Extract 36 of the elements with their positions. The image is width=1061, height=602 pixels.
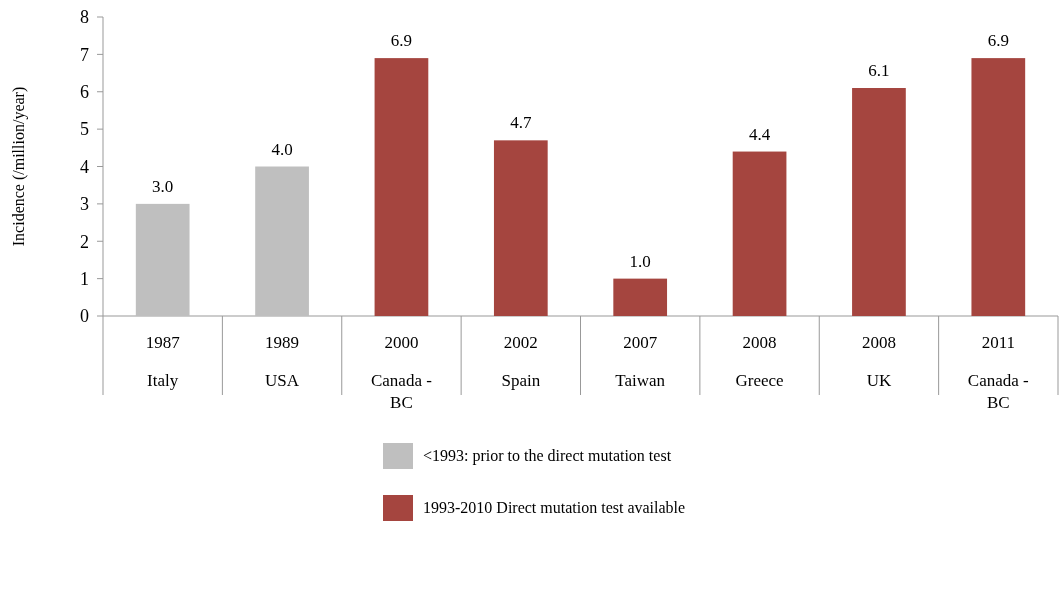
legend-label: 1993-2010 Direct mutation test available bbox=[423, 499, 686, 516]
data-label: 4.4 bbox=[748, 124, 771, 144]
x-tick-label: 2007 Taiwan bbox=[615, 333, 666, 390]
bar bbox=[255, 166, 309, 316]
bar bbox=[852, 88, 906, 316]
y-tick-label: 1 bbox=[80, 268, 89, 289]
data-label: 1.0 bbox=[629, 251, 651, 271]
bar bbox=[732, 151, 787, 316]
x-tick-label: 2011 Canada - BC bbox=[967, 333, 1030, 412]
data-label: 4.0 bbox=[271, 139, 293, 159]
data-label: 6.9 bbox=[987, 31, 1009, 51]
data-label: 3.0 bbox=[152, 176, 174, 196]
data-label: 4.7 bbox=[510, 113, 532, 133]
bar bbox=[493, 140, 548, 316]
y-tick-label: 8 bbox=[80, 7, 89, 28]
y-axis-title: Incidence (/million/year) bbox=[10, 86, 28, 247]
bar bbox=[613, 278, 668, 316]
x-tick-label: 1989 USA bbox=[265, 333, 300, 390]
legend-label: <1993: prior to the direct mutation test bbox=[423, 447, 672, 465]
bar bbox=[135, 203, 190, 316]
bar bbox=[971, 58, 1026, 316]
x-tick-label: 1987 Italy bbox=[145, 333, 181, 390]
x-tick-label: 2008 Greece bbox=[735, 333, 784, 390]
x-tick-label: 2008 UK bbox=[861, 333, 896, 390]
y-tick-label: 2 bbox=[80, 231, 89, 252]
y-tick-label: 3 bbox=[80, 194, 89, 215]
data-label: 6.1 bbox=[868, 61, 890, 81]
y-tick-label: 0 bbox=[80, 306, 89, 327]
x-tick-label: 2002 Spain bbox=[501, 333, 541, 390]
y-tick-label: 6 bbox=[80, 82, 89, 103]
x-tick-label: 2000 Canada - BC bbox=[370, 333, 433, 412]
data-label: 6.9 bbox=[390, 31, 413, 51]
bar bbox=[374, 58, 429, 316]
y-tick-label: 7 bbox=[80, 44, 89, 65]
y-tick-label: 4 bbox=[80, 156, 89, 177]
y-tick-label: 5 bbox=[80, 119, 89, 140]
